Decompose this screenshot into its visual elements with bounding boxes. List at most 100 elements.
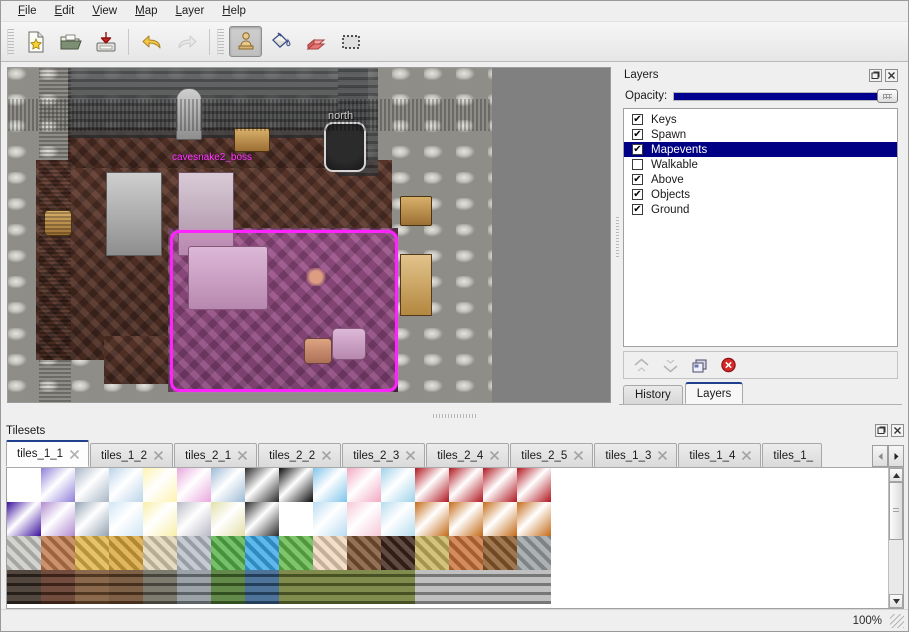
layer-row-walkable[interactable]: Walkable — [624, 157, 897, 172]
scrollbar-thumb[interactable] — [889, 482, 903, 541]
menu-map[interactable]: Map — [135, 5, 158, 17]
tileset-tile[interactable] — [517, 570, 551, 604]
raise-layer-button[interactable] — [632, 356, 650, 374]
tileset-tile[interactable] — [177, 536, 211, 570]
close-icon[interactable] — [885, 68, 898, 82]
bucket-fill-button[interactable] — [264, 26, 297, 57]
tileset-tab-close-icon-6[interactable] — [573, 450, 584, 461]
menu-view[interactable]: View — [92, 5, 118, 17]
tileset-tile[interactable] — [279, 536, 313, 570]
tileset-tile[interactable] — [517, 468, 551, 502]
redo-button[interactable] — [170, 26, 203, 57]
map-canvas[interactable]: cavesnake2_boss north — [8, 68, 492, 402]
tileset-tile[interactable] — [75, 502, 109, 536]
tileset-tile[interactable] — [415, 570, 449, 604]
tileset-tile[interactable] — [7, 502, 41, 536]
tileset-tab-tiles_2_4[interactable]: tiles_2_4 — [426, 443, 510, 467]
tileset-tile[interactable] — [347, 468, 381, 502]
tileset-tile[interactable] — [517, 536, 551, 570]
toolbar-drag-handle[interactable] — [7, 28, 14, 55]
tileset-tile[interactable] — [245, 468, 279, 502]
tileset-tile[interactable] — [415, 468, 449, 502]
tileset-tab-tiles_2_3[interactable]: tiles_2_3 — [342, 443, 426, 467]
tileset-tile[interactable] — [7, 536, 41, 570]
tileset-tab-tiles_2_1[interactable]: tiles_2_1 — [174, 443, 258, 467]
lower-layer-button[interactable] — [661, 356, 679, 374]
vertical-splitter[interactable] — [615, 62, 619, 411]
menu-layer[interactable]: Layer — [175, 5, 205, 17]
resize-grip-icon[interactable] — [890, 613, 904, 628]
scroll-down-button[interactable] — [889, 594, 903, 608]
tileset-tile[interactable] — [245, 536, 279, 570]
tileset-tile[interactable] — [245, 570, 279, 604]
tab-history[interactable]: History — [623, 385, 683, 404]
tileset-tile[interactable] — [109, 570, 143, 604]
layer-row-above[interactable]: ✔ Above — [624, 172, 897, 187]
tileset-tile[interactable] — [211, 502, 245, 536]
tileset-tabs-scroller[interactable]: tiles_1_1 tiles_1_2 tiles_2_1 tiles_2_2 … — [6, 440, 872, 467]
tileset-tile[interactable] — [483, 536, 517, 570]
tileset-tile[interactable] — [347, 502, 381, 536]
tileset-tile[interactable] — [279, 570, 313, 604]
tileset-tile[interactable] — [41, 502, 75, 536]
tileset-tile[interactable] — [381, 536, 415, 570]
tileset-tile[interactable] — [75, 536, 109, 570]
tileset-tile[interactable] — [313, 570, 347, 604]
tileset-tab-close-icon-4[interactable] — [405, 450, 416, 461]
menu-help[interactable]: Help — [222, 5, 246, 17]
tileset-tab-close-icon-5[interactable] — [489, 450, 500, 461]
rectangular-select-button[interactable] — [334, 26, 367, 57]
tileset-tile[interactable] — [177, 570, 211, 604]
tools-toolbar-drag-handle[interactable] — [217, 28, 224, 55]
menu-edit[interactable]: Edit — [54, 5, 75, 17]
tileset-vertical-scrollbar[interactable] — [888, 468, 903, 608]
opacity-slider[interactable] — [673, 89, 898, 103]
tileset-tile[interactable] — [483, 468, 517, 502]
layer-checkbox-walkable[interactable] — [632, 159, 643, 170]
tileset-tile[interactable] — [381, 502, 415, 536]
tileset-tile[interactable] — [517, 502, 551, 536]
new-map-button[interactable] — [19, 26, 52, 57]
tab-layers[interactable]: Layers — [684, 382, 744, 404]
save-map-button[interactable] — [89, 26, 122, 57]
map-selection-rectangle[interactable] — [170, 230, 398, 392]
scroll-up-button[interactable] — [889, 468, 903, 482]
tileset-tile[interactable] — [415, 536, 449, 570]
tileset-tab-close-icon-2[interactable] — [237, 450, 248, 461]
tileset-tile[interactable] — [143, 570, 177, 604]
layer-checkbox-ground[interactable]: ✔ — [632, 203, 643, 215]
tileset-tile[interactable] — [449, 536, 483, 570]
delete-layer-button[interactable] — [719, 356, 737, 374]
tileset-tile[interactable] — [75, 570, 109, 604]
menu-file[interactable]: File — [18, 5, 37, 17]
tileset-tile[interactable] — [7, 570, 41, 604]
layer-list[interactable]: ✔ Keys ✔ Spawn ✔ Mapevents Walkable — [623, 108, 898, 347]
tileset-tile[interactable] — [143, 536, 177, 570]
tileset-tab-close-icon-3[interactable] — [321, 450, 332, 461]
tileset-tab-close-icon-7[interactable] — [657, 450, 668, 461]
tileset-tabs-scroll-right-button[interactable] — [888, 445, 904, 467]
undo-button[interactable] — [135, 26, 168, 57]
tileset-tab-close-icon-8[interactable] — [741, 450, 752, 461]
tileset-tile[interactable] — [313, 502, 347, 536]
float-icon[interactable] — [869, 68, 882, 82]
tileset-tile[interactable] — [143, 502, 177, 536]
layer-row-spawn[interactable]: ✔ Spawn — [624, 127, 897, 142]
layer-checkbox-spawn[interactable]: ✔ — [632, 128, 643, 140]
tileset-tile[interactable] — [483, 570, 517, 604]
stamp-brush-button[interactable] — [229, 26, 262, 57]
tileset-tile[interactable] — [313, 536, 347, 570]
tilesets-float-icon[interactable] — [875, 424, 888, 437]
layer-row-objects[interactable]: ✔ Objects — [624, 187, 897, 202]
eraser-button[interactable] — [299, 26, 332, 57]
tileset-tile[interactable] — [41, 536, 75, 570]
duplicate-layer-button[interactable] — [690, 356, 708, 374]
tileset-tile[interactable] — [7, 468, 41, 502]
layer-checkbox-keys[interactable]: ✔ — [632, 113, 643, 125]
tilesets-close-icon[interactable] — [891, 424, 904, 437]
tileset-tile[interactable] — [177, 468, 211, 502]
tileset-tile[interactable] — [347, 536, 381, 570]
tileset-tab-tiles_1_4[interactable]: tiles_1_4 — [678, 443, 762, 467]
tileset-tab-tiles_1_3[interactable]: tiles_1_3 — [594, 443, 678, 467]
tileset-tile[interactable] — [109, 502, 143, 536]
